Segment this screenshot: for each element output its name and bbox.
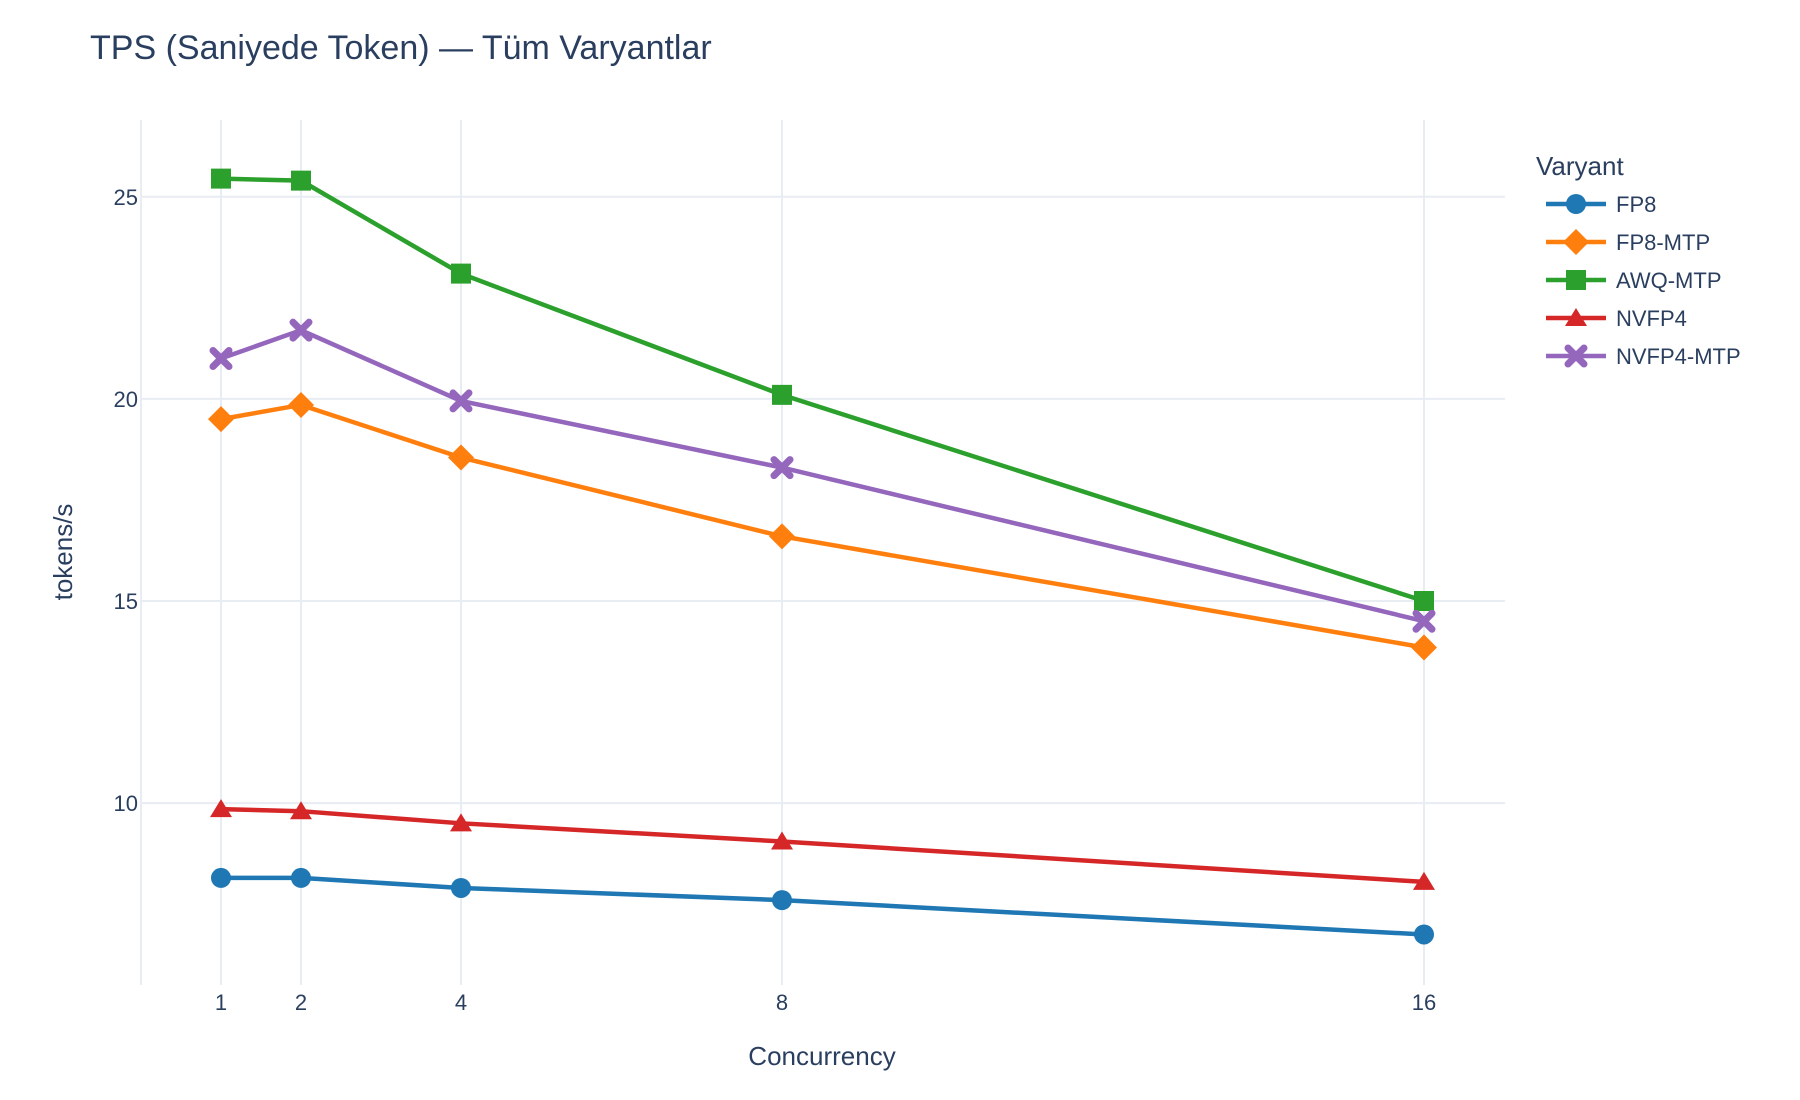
data-point: [448, 444, 474, 471]
data-point: [772, 384, 792, 405]
data-point: [211, 867, 231, 888]
data-point: [1412, 609, 1436, 633]
data-point: [291, 867, 311, 888]
legend-marker: [1564, 344, 1588, 368]
legend-label: NVFP4-MTP: [1616, 344, 1741, 369]
data-point: [772, 890, 792, 911]
x-tick-label: 16: [1412, 990, 1436, 1015]
legend: Varyant FP8 FP8-MTP AWQ-MTP NVFP4 NVFP4-MTP: [1536, 151, 1741, 369]
y-tick-label: 20: [114, 387, 138, 412]
data-point: [289, 318, 313, 342]
series-line: [220, 327, 1425, 624]
x-tick-label: 1: [215, 990, 227, 1015]
x-tick-label: 2: [295, 990, 307, 1015]
data-point: [450, 813, 472, 832]
legend-item[interactable]: FP8: [1546, 192, 1656, 217]
legend-marker: [1566, 194, 1586, 214]
y-tick-label: 25: [114, 185, 138, 210]
data-point: [290, 801, 312, 820]
data-point: [1411, 634, 1437, 661]
data-point: [1414, 924, 1434, 945]
series-line: [220, 806, 1425, 885]
data-point: [1414, 591, 1434, 612]
data-point: [291, 170, 311, 191]
y-tick-label: 15: [114, 589, 138, 614]
data-point: [449, 389, 473, 413]
data-point: [771, 831, 793, 850]
data-point: [208, 406, 234, 433]
data-point: [769, 523, 795, 550]
legend-item[interactable]: NVFP4: [1546, 306, 1687, 331]
y-axis-ticks: 10 15 20 25: [114, 185, 138, 816]
legend-label: FP8: [1616, 192, 1656, 217]
y-axis-title: tokens/s: [48, 504, 78, 601]
chart-title: TPS (Saniyede Token) — Tüm Varyantlar: [90, 29, 712, 67]
legend-marker: [1565, 308, 1587, 326]
legend-item[interactable]: FP8-MTP: [1546, 229, 1710, 255]
plot-area: [208, 168, 1437, 945]
legend-item[interactable]: NVFP4-MTP: [1546, 344, 1741, 369]
series-nvfp4: [210, 799, 1435, 890]
grid: [140, 120, 1505, 985]
legend-marker: [1563, 229, 1589, 255]
data-point: [451, 263, 471, 284]
x-tick-label: 4: [455, 990, 467, 1015]
data-point: [210, 799, 232, 818]
data-point: [209, 346, 233, 370]
series-line: [220, 176, 1425, 604]
series-awq-mtp: [211, 168, 1434, 612]
data-point: [770, 456, 794, 480]
y-tick-label: 10: [114, 791, 138, 816]
series-line: [221, 875, 1425, 937]
legend-item[interactable]: AWQ-MTP: [1546, 268, 1722, 293]
data-point: [211, 168, 231, 189]
legend-label: NVFP4: [1616, 306, 1687, 331]
x-axis-title: Concurrency: [748, 1041, 895, 1071]
legend-label: FP8-MTP: [1616, 230, 1710, 255]
legend-label: AWQ-MTP: [1616, 268, 1722, 293]
x-tick-label: 8: [776, 990, 788, 1015]
data-point: [451, 877, 471, 898]
legend-marker: [1566, 270, 1586, 290]
x-axis-ticks: 1 2 4 8 16: [215, 990, 1436, 1015]
data-point: [1413, 871, 1435, 890]
series-nvfp4-mtp: [209, 318, 1436, 633]
legend-title: Varyant: [1536, 151, 1624, 181]
series-fp8: [211, 867, 1434, 945]
series-line: [220, 402, 1425, 650]
data-point: [288, 391, 314, 418]
series-fp8-mtp: [208, 391, 1437, 661]
